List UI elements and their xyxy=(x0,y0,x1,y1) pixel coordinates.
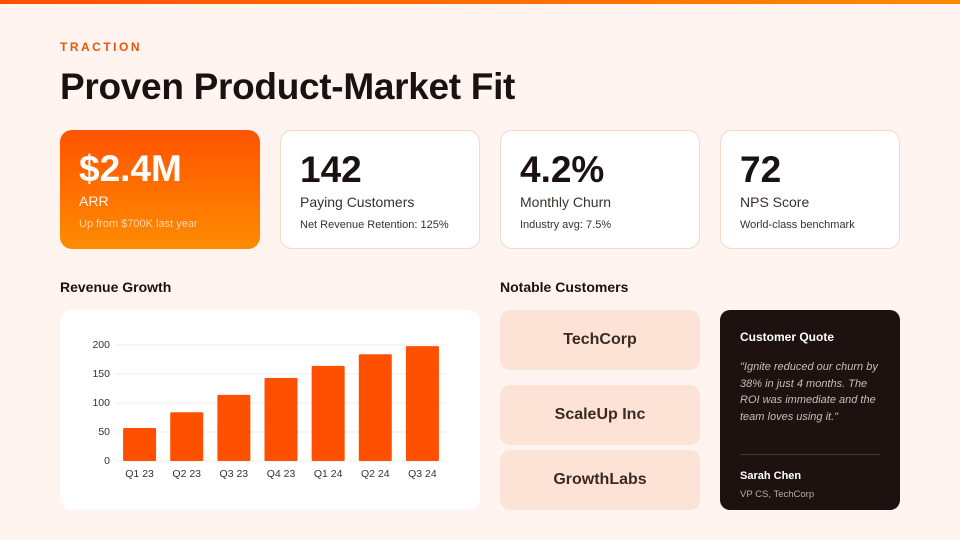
metric-note: Up from $700K last year xyxy=(79,218,198,230)
title: Proven Product-Market Fit xyxy=(60,66,516,107)
y-tick-label: 200 xyxy=(92,339,110,351)
x-tick-label: Q1 23 xyxy=(125,468,154,480)
metric-label: ARR xyxy=(79,193,109,209)
metric-note: Industry avg: 7.5% xyxy=(520,219,612,231)
quote-role: VP CS, TechCorp xyxy=(740,489,815,500)
customer-logo: ScaleUp Inc xyxy=(500,385,700,445)
x-tick-label: Q4 23 xyxy=(267,468,296,480)
x-tick-label: Q1 24 xyxy=(314,468,343,480)
section-heading: Revenue Growth xyxy=(60,279,172,295)
quote-text: "Ignite reduced our churn by 38% in just… xyxy=(740,361,878,423)
chart-panel: 0 50 100 150 200 Q1 23 Q2 23 Q3 23 Q4 23 Q1 24 Q2 … xyxy=(60,310,480,510)
section-heading: Notable Customers xyxy=(500,279,629,295)
metric-note: World-class benchmark xyxy=(740,219,855,231)
metric-card: 142 Paying Customers Net Revenue Retenti… xyxy=(280,130,480,249)
metric-label: Paying Customers xyxy=(300,194,415,210)
bar xyxy=(358,354,392,461)
x-tick-label: Q2 24 xyxy=(361,468,390,480)
x-tick-label: Q3 23 xyxy=(220,468,249,480)
metric-label: NPS Score xyxy=(740,194,810,210)
x-tick-label: Q3 24 xyxy=(408,468,437,480)
y-tick-label: 0 xyxy=(104,455,110,467)
metric-value: $2.4M xyxy=(79,148,182,189)
quote-author: Sarah Chen xyxy=(740,470,802,482)
bar xyxy=(217,394,251,461)
quote-heading: Customer Quote xyxy=(740,330,835,344)
customer-logo: TechCorp xyxy=(500,310,700,370)
top-bar xyxy=(0,0,960,4)
metric-value: 72 xyxy=(740,149,782,190)
chart: 0 50 100 150 200 Q1 23 Q2 23 Q3 23 Q4 23 Q1 24 Q2 … xyxy=(92,339,446,480)
quote-card: Customer Quote "Ignite reduced our churn… xyxy=(720,310,900,510)
bar xyxy=(170,412,204,461)
customer-logo: GrowthLabs xyxy=(500,450,700,510)
y-tick-label: 50 xyxy=(98,426,110,438)
y-tick-label: 100 xyxy=(92,397,110,409)
eyebrow: TRACTION xyxy=(60,40,142,54)
metric-card: 4.2% Monthly Churn Industry avg: 7.5% xyxy=(500,130,700,249)
x-tick-label: Q2 23 xyxy=(172,468,201,480)
metric-card: 72 NPS Score World-class benchmark xyxy=(720,130,900,249)
metric-value: 142 xyxy=(300,149,362,190)
metric-value: 4.2% xyxy=(520,149,605,190)
metric-card: $2.4M ARR Up from $700K last year xyxy=(60,130,260,249)
metric-note: Net Revenue Retention: 125% xyxy=(300,219,449,231)
bar xyxy=(405,346,439,461)
bar xyxy=(311,365,345,461)
bar xyxy=(123,427,157,461)
divider xyxy=(740,454,880,455)
metric-label: Monthly Churn xyxy=(520,194,612,210)
y-tick-label: 150 xyxy=(92,368,110,380)
bar xyxy=(264,378,298,461)
